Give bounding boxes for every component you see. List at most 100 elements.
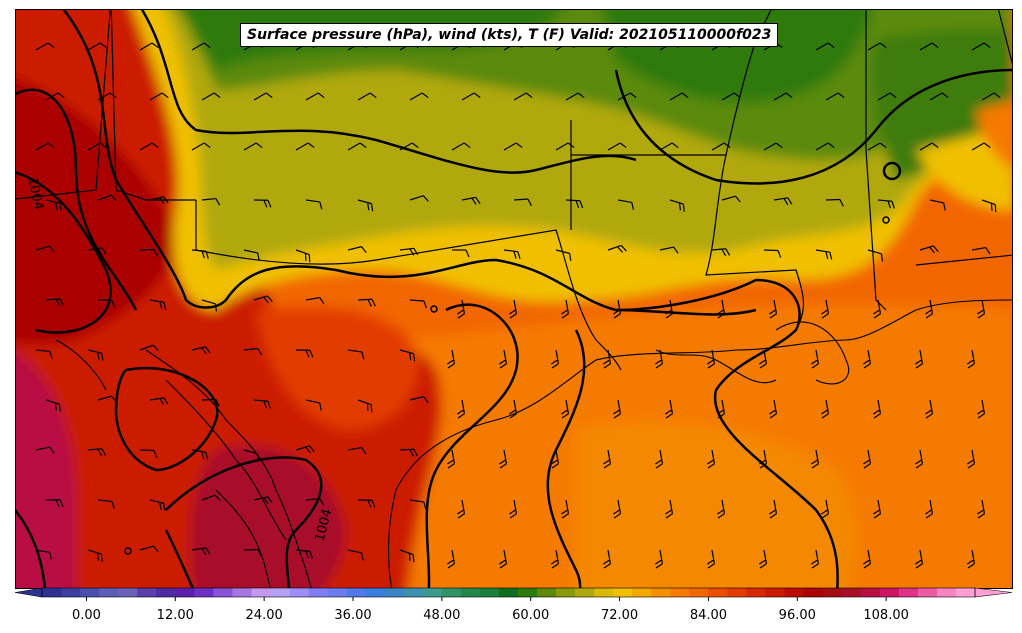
colorbar-segment xyxy=(61,588,81,597)
colorbar-segment xyxy=(156,588,176,597)
wind-barb xyxy=(617,199,635,210)
wind-barb xyxy=(825,92,845,101)
wind-barb xyxy=(919,245,939,254)
colorbar-segment xyxy=(460,588,481,597)
wind-barb xyxy=(707,449,716,469)
wind-barbs xyxy=(35,42,1001,569)
colorbar-tick-label: 108.00 xyxy=(863,608,909,623)
wind-barb xyxy=(295,349,314,358)
wind-barb xyxy=(357,399,373,413)
colorbar-segment xyxy=(727,588,748,597)
wind-barb xyxy=(971,142,991,151)
wind-barb xyxy=(295,445,315,454)
colorbar-segment xyxy=(689,588,709,597)
colorbar-segment xyxy=(403,588,424,597)
colorbar: 0.00 12.00 24.00 36.00 48.00 60.00 72.00 84.00 9… xyxy=(0,586,1022,633)
colorbar-segment xyxy=(213,588,233,597)
wind-barb xyxy=(821,299,830,319)
wind-barb xyxy=(981,199,997,213)
wind-barb xyxy=(821,499,830,519)
wind-barb xyxy=(347,446,367,455)
colorbar-segment xyxy=(917,588,938,597)
wind-barb xyxy=(45,199,62,211)
wind-barb xyxy=(711,142,731,151)
wind-barb xyxy=(915,549,924,569)
colorbar-tick-label: 60.00 xyxy=(512,608,550,623)
wind-barb xyxy=(253,496,273,505)
wind-barb xyxy=(825,198,844,207)
wind-barb xyxy=(35,142,55,151)
map-title: Surface pressure (hPa), wind (kts), T (F… xyxy=(240,23,779,47)
colorbar-segment xyxy=(118,588,138,597)
wind-barb xyxy=(295,249,311,263)
wind-barb xyxy=(452,249,470,258)
wind-barb xyxy=(551,349,560,369)
wind-barb xyxy=(669,92,689,101)
wind-barb xyxy=(915,449,924,469)
wind-barb xyxy=(149,92,169,101)
wind-barb xyxy=(763,142,783,151)
colorbar-segment xyxy=(308,588,329,597)
wind-barb xyxy=(191,547,211,556)
wind-barb xyxy=(873,399,882,419)
wind-barb xyxy=(35,549,53,560)
colorbar-segment xyxy=(270,588,291,597)
wind-barb xyxy=(669,199,685,212)
pressure-contours xyxy=(16,10,1012,588)
colorbar-segment xyxy=(613,588,633,597)
temperature-map: 1004 1004 xyxy=(16,10,1012,588)
wind-barb xyxy=(513,92,533,101)
wind-barb xyxy=(149,397,169,406)
wind-barb xyxy=(815,142,835,151)
wind-barb xyxy=(97,299,116,308)
wind-barb xyxy=(929,92,949,101)
wind-barb xyxy=(919,42,939,51)
wind-barb xyxy=(561,299,570,319)
wind-barb xyxy=(499,349,508,369)
wind-barb xyxy=(191,142,211,151)
wind-barb xyxy=(763,249,782,258)
contour-label-west: 1004 xyxy=(24,176,46,211)
wind-barb xyxy=(447,449,456,469)
colorbar-segment xyxy=(384,588,405,597)
wind-barb xyxy=(509,299,518,319)
wind-barb xyxy=(499,549,508,569)
coastline xyxy=(55,299,1012,588)
wind-barb xyxy=(305,497,325,506)
map-panel: 1004 1004 Surface pressure (hPa), wind (… xyxy=(15,9,1013,589)
wind-barb xyxy=(347,549,364,561)
wind-barb xyxy=(617,92,637,101)
wind-barb xyxy=(139,344,159,352)
wind-barb xyxy=(149,299,167,310)
wind-barb xyxy=(45,298,65,307)
colorbar-segment xyxy=(99,588,119,597)
colorbar-max-extend xyxy=(974,587,1013,598)
wind-barb xyxy=(409,299,428,309)
wind-barb xyxy=(499,449,508,469)
wind-barb xyxy=(87,349,104,361)
wind-barb xyxy=(447,349,456,369)
wind-barb xyxy=(409,92,429,101)
wind-barb xyxy=(201,197,221,206)
colorbar-tick-label: 48.00 xyxy=(423,608,461,623)
colorbar-segment xyxy=(955,588,976,597)
colorbar-segment xyxy=(765,588,786,597)
wind-barb xyxy=(565,92,585,101)
wind-barb xyxy=(243,347,263,356)
wind-barb xyxy=(655,449,664,469)
colorbar-segment xyxy=(137,588,157,597)
colorbar-segment xyxy=(860,588,881,597)
wind-barb xyxy=(971,246,991,255)
wind-barb xyxy=(139,248,158,257)
wind-barb xyxy=(551,549,560,569)
wind-barb xyxy=(721,92,741,101)
wind-barb xyxy=(977,499,986,519)
colorbar-segment xyxy=(365,588,386,597)
wind-barb xyxy=(87,549,103,562)
wind-barb xyxy=(811,449,820,469)
wind-barb xyxy=(759,349,768,369)
wind-barb xyxy=(457,499,466,519)
wind-barb xyxy=(399,448,418,457)
wind-barb xyxy=(655,349,664,369)
wind-barb xyxy=(243,142,263,151)
